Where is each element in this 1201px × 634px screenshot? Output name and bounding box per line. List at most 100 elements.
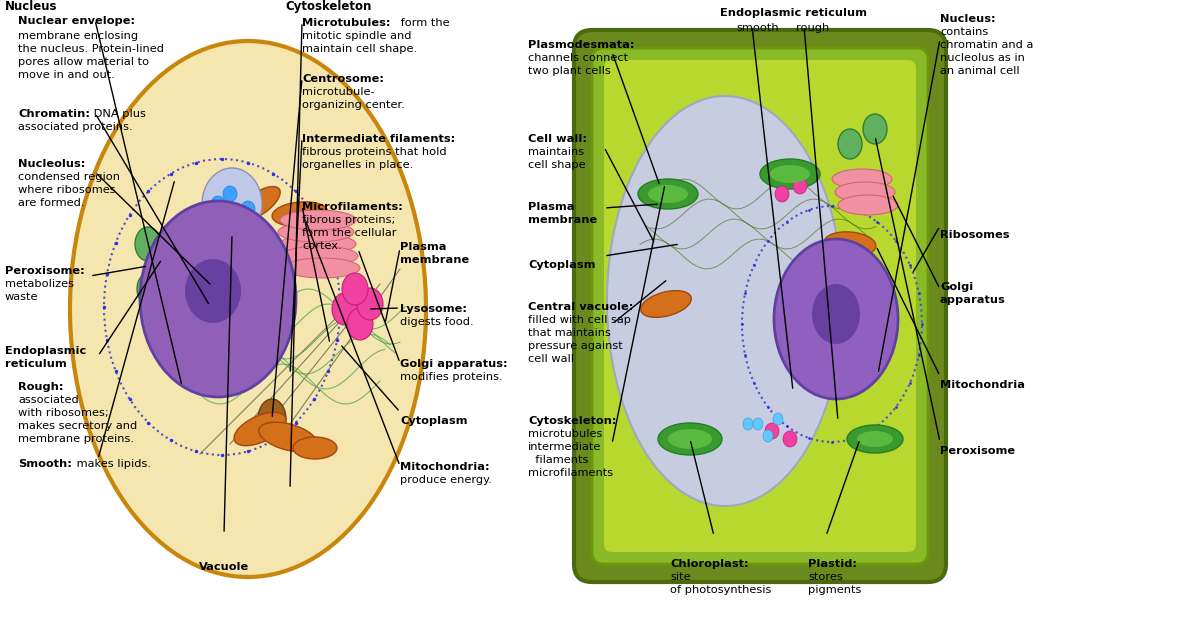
Ellipse shape — [824, 232, 876, 256]
Ellipse shape — [812, 284, 860, 344]
Text: Plastid:: Plastid: — [808, 559, 858, 569]
Text: Chromatin:: Chromatin: — [18, 109, 90, 119]
Ellipse shape — [838, 195, 898, 215]
Ellipse shape — [331, 293, 358, 325]
Ellipse shape — [858, 431, 894, 447]
Ellipse shape — [147, 249, 173, 283]
Text: cortex.: cortex. — [301, 241, 341, 251]
Ellipse shape — [283, 258, 360, 278]
Text: membrane: membrane — [400, 255, 470, 265]
Text: site: site — [670, 572, 691, 582]
Text: microtubule-: microtubule- — [301, 87, 375, 97]
Ellipse shape — [293, 437, 337, 459]
Ellipse shape — [280, 210, 355, 230]
Ellipse shape — [638, 179, 698, 209]
Text: Central vacuole:: Central vacuole: — [528, 302, 633, 312]
Text: DNA plus: DNA plus — [90, 109, 145, 119]
Text: Lysosome:: Lysosome: — [400, 304, 467, 314]
Text: Vacuole: Vacuole — [199, 562, 249, 572]
Text: the nucleus. Protein-lined: the nucleus. Protein-lined — [18, 44, 165, 54]
Ellipse shape — [273, 202, 328, 226]
Text: makes secretory and: makes secretory and — [18, 421, 137, 431]
Ellipse shape — [770, 165, 809, 183]
Text: of photosynthesis: of photosynthesis — [670, 585, 771, 595]
Ellipse shape — [342, 273, 368, 305]
Text: Centrosome:: Centrosome: — [301, 74, 384, 84]
Text: reticulum: reticulum — [5, 359, 67, 369]
Ellipse shape — [773, 413, 783, 425]
Text: waste: waste — [5, 292, 38, 302]
Ellipse shape — [760, 159, 820, 189]
Ellipse shape — [277, 222, 354, 242]
Text: an animal cell: an animal cell — [940, 66, 1020, 76]
Text: Plasma: Plasma — [528, 202, 574, 212]
Text: Ribosomes: Ribosomes — [940, 230, 1010, 240]
Text: maintains: maintains — [528, 147, 584, 157]
Text: where ribosomes: where ribosomes — [18, 185, 115, 195]
Text: form the: form the — [398, 18, 449, 28]
Text: Golgi apparatus:: Golgi apparatus: — [400, 359, 508, 369]
Text: Mitochondria: Mitochondria — [940, 380, 1024, 390]
Text: nucleolus as in: nucleolus as in — [940, 53, 1024, 63]
Text: modifies proteins.: modifies proteins. — [400, 372, 503, 382]
Text: form the cellular: form the cellular — [301, 228, 396, 238]
Text: Cytoplasm: Cytoplasm — [400, 416, 467, 426]
Text: smooth: smooth — [736, 23, 778, 33]
Ellipse shape — [202, 168, 262, 240]
Ellipse shape — [234, 412, 286, 446]
Text: membrane: membrane — [528, 215, 597, 225]
Text: Golgi: Golgi — [940, 282, 973, 292]
Text: are formed.: are formed. — [18, 198, 84, 208]
Text: two plant cells: two plant cells — [528, 66, 611, 76]
FancyBboxPatch shape — [574, 30, 946, 582]
Text: produce energy.: produce energy. — [400, 475, 492, 485]
Text: filled with cell sap: filled with cell sap — [528, 315, 631, 325]
Text: microtubules: microtubules — [528, 429, 603, 439]
Text: Smooth:: Smooth: — [18, 459, 72, 469]
Ellipse shape — [231, 211, 245, 227]
FancyBboxPatch shape — [592, 48, 928, 564]
Ellipse shape — [838, 129, 862, 159]
Ellipse shape — [825, 362, 874, 385]
Text: associated: associated — [18, 395, 79, 405]
Ellipse shape — [357, 288, 383, 320]
Text: fibrous proteins;: fibrous proteins; — [301, 215, 395, 225]
Text: organelles in place.: organelles in place. — [301, 160, 413, 170]
Ellipse shape — [280, 234, 355, 254]
Ellipse shape — [137, 272, 163, 306]
Text: mitotic spindle and: mitotic spindle and — [301, 31, 412, 41]
Ellipse shape — [70, 41, 426, 577]
Ellipse shape — [649, 185, 688, 203]
Ellipse shape — [185, 259, 241, 323]
Ellipse shape — [235, 186, 280, 221]
Ellipse shape — [847, 425, 903, 453]
Ellipse shape — [211, 196, 225, 212]
Text: Mitochondria:: Mitochondria: — [400, 462, 490, 472]
Text: Cytoskeleton: Cytoskeleton — [285, 0, 371, 13]
Text: intermediate: intermediate — [528, 442, 602, 452]
Ellipse shape — [775, 186, 789, 202]
Ellipse shape — [640, 290, 692, 318]
Text: Chloroplast:: Chloroplast: — [670, 559, 748, 569]
Ellipse shape — [864, 114, 888, 144]
Ellipse shape — [668, 429, 712, 449]
Text: Nucleolus:: Nucleolus: — [18, 159, 85, 169]
Text: Nucleus: Nucleus — [5, 0, 58, 13]
Ellipse shape — [832, 169, 892, 189]
Ellipse shape — [765, 423, 779, 439]
Ellipse shape — [835, 182, 895, 202]
Text: pigments: pigments — [808, 585, 861, 595]
Text: Intermediate filaments:: Intermediate filaments: — [301, 134, 455, 144]
Ellipse shape — [793, 178, 807, 194]
Text: pressure against: pressure against — [528, 341, 623, 351]
Text: pores allow material to: pores allow material to — [18, 57, 149, 67]
Text: stores: stores — [808, 572, 843, 582]
Text: channels connect: channels connect — [528, 53, 628, 63]
Text: organizing center.: organizing center. — [301, 100, 405, 110]
Ellipse shape — [215, 206, 229, 222]
FancyBboxPatch shape — [604, 60, 916, 552]
Text: that maintains: that maintains — [528, 328, 611, 338]
Text: membrane enclosing: membrane enclosing — [18, 31, 138, 41]
Ellipse shape — [763, 430, 773, 442]
Text: Plasmodesmata:: Plasmodesmata: — [528, 40, 634, 50]
